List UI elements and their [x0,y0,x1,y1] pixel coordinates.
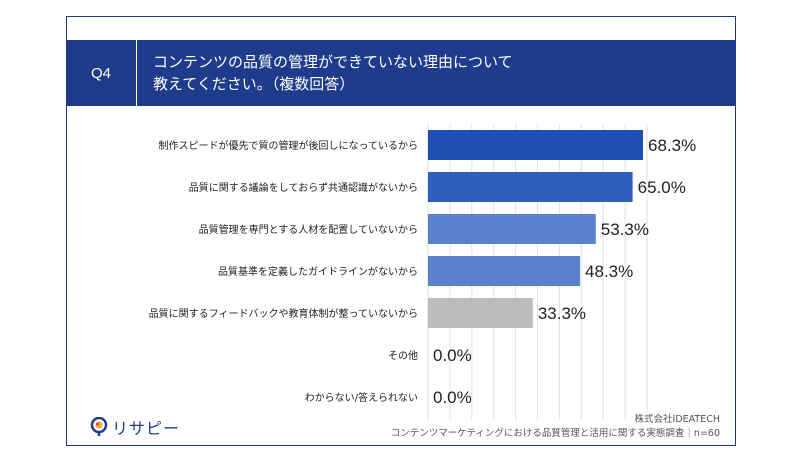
question-title: コンテンツの品質の管理ができていない理由について 教えてください。（複数回答） [137,51,513,95]
value-label: 65.0% [638,178,686,197]
bar [428,214,596,244]
question-header: Q4 コンテンツの品質の管理ができていない理由について 教えてください。（複数回… [66,40,736,106]
logo-text: リサピー [112,419,181,438]
value-label: 53.3% [601,220,649,239]
category-label: 品質に関するフィードバックや教育体制が整っていないから [149,307,418,320]
category-label: わからない/答えられない [305,391,418,404]
source-survey: コンテンツマーケティングにおける品質管理と活用に関する実態調査｜n=60 [390,428,720,439]
question-number: Q4 [66,40,137,106]
bar [428,256,581,286]
source-company: 株式会社IDEATECH [634,414,720,425]
bar [428,172,633,202]
source-note: 株式会社IDEATECH コンテンツマーケティングにおける品質管理と活用に関する… [391,413,720,441]
logo-pin-icon [90,417,108,436]
value-label: 68.3% [648,136,696,155]
category-label: 品質基準を定義したガイドラインがないから [218,265,418,278]
question-title-line2: 教えてください。（複数回答） [153,75,355,93]
value-label: 48.3% [585,262,633,281]
category-label: 品質に関する議論をしておらず共通認識がないから [189,181,418,194]
bar [428,298,533,328]
bar [428,130,643,160]
category-label: 品質管理を専門とする人材を配置していないから [199,223,418,236]
question-title-line1: コンテンツの品質の管理ができていない理由について [153,53,513,71]
category-label: その他 [388,349,418,362]
category-label: 制作スピードが優先で質の管理が後回しになっているから [159,139,419,152]
risapi-logo: リサピー [90,415,180,439]
value-label: 0.0% [433,346,472,365]
value-label: 0.0% [433,388,472,407]
value-label: 33.3% [538,304,586,323]
